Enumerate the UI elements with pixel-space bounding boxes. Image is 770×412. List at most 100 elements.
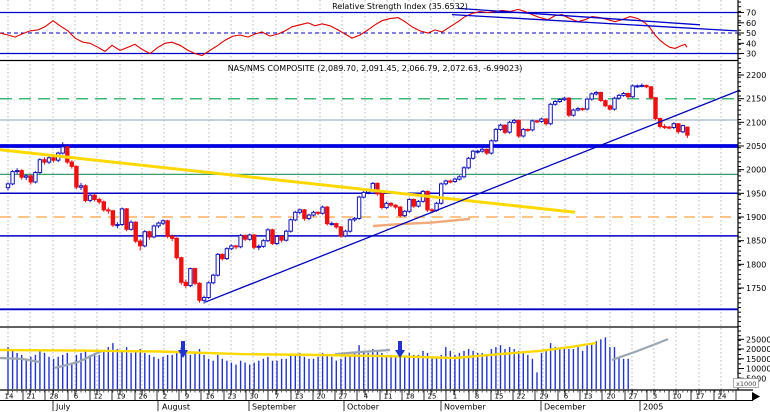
candle-body	[5, 183, 11, 189]
candle	[211, 273, 216, 285]
candle-body	[457, 176, 462, 180]
candle	[603, 99, 608, 108]
rsi-trendline	[457, 7, 701, 26]
candle	[133, 221, 138, 243]
candle-body	[265, 229, 271, 242]
candle-body	[603, 100, 608, 107]
candle	[28, 174, 34, 185]
candle-body	[589, 93, 594, 100]
candle-body	[165, 220, 170, 237]
candle	[521, 128, 526, 138]
candle	[375, 182, 380, 196]
candle-body	[87, 194, 93, 201]
candle-body	[347, 219, 353, 232]
date-label: 25	[428, 393, 437, 401]
candle-body	[612, 97, 617, 110]
rsi-trendline	[451, 13, 738, 32]
candle	[74, 165, 79, 190]
candle	[671, 122, 676, 129]
date-label: 28	[50, 393, 59, 401]
date-label: 18	[406, 393, 415, 401]
month-label: 2005	[643, 403, 663, 412]
candle-body	[361, 191, 366, 198]
candle	[128, 220, 134, 231]
yellow-downtrend	[0, 148, 576, 214]
candle	[443, 179, 449, 186]
candle	[97, 197, 102, 205]
date-label: 9	[185, 393, 189, 401]
date-label: 15	[495, 393, 504, 401]
candle	[206, 281, 211, 299]
candle-body	[502, 124, 508, 133]
candle	[138, 239, 143, 251]
candle	[489, 139, 494, 155]
candle-body	[548, 103, 553, 125]
volume-axis-label: 15000	[746, 355, 770, 364]
volume-axis-label: 20000	[746, 345, 770, 354]
candle-body	[320, 206, 325, 214]
price-axis-label: 2000	[746, 166, 766, 175]
candle	[5, 182, 11, 191]
price-panel: NAS/NMS COMPOSITE (2,089.70, 2,091.45, 2…	[0, 64, 741, 311]
candle-body	[270, 229, 275, 245]
candle-body	[539, 118, 544, 122]
candle-body	[128, 221, 134, 230]
candle	[274, 235, 280, 245]
candle	[229, 244, 234, 251]
candle	[151, 224, 157, 239]
candle-body	[653, 97, 658, 119]
candle	[553, 100, 558, 106]
candle	[425, 190, 430, 212]
candle-body	[160, 220, 166, 224]
rsi-axis-label: 70	[746, 9, 756, 18]
candle-body	[115, 224, 120, 227]
rsi-axis-label: 40	[746, 39, 756, 48]
candle-body	[338, 226, 344, 237]
candle-body	[480, 148, 485, 152]
candle-body	[97, 199, 102, 203]
candle	[667, 126, 672, 130]
date-label: 29	[540, 393, 549, 401]
candle	[398, 206, 403, 218]
candle	[247, 233, 252, 241]
candle-body	[662, 126, 667, 129]
candle	[338, 226, 344, 238]
candle	[220, 253, 225, 261]
candle-body	[635, 85, 640, 88]
date-label: 27	[339, 393, 348, 401]
candle-body	[197, 282, 202, 301]
candle	[439, 182, 444, 205]
candle-body	[356, 196, 362, 219]
candle-body	[142, 231, 148, 247]
date-label: 20	[317, 393, 326, 401]
candle-body	[630, 85, 635, 98]
candle-body	[667, 126, 672, 129]
candle	[78, 182, 84, 190]
month-label: December	[544, 403, 586, 412]
candle-body	[74, 165, 79, 188]
rsi-level-lines	[0, 11, 738, 55]
candle	[306, 213, 312, 221]
candle-body	[247, 234, 252, 240]
candle	[685, 126, 690, 138]
candle	[571, 108, 576, 117]
candle	[179, 256, 184, 285]
candle	[160, 219, 166, 225]
candle-body	[179, 257, 184, 283]
candle	[498, 123, 503, 131]
rsi-trendlines	[451, 7, 738, 32]
candle	[192, 267, 198, 286]
price-axis-label: 2200	[746, 71, 766, 80]
candle-body	[685, 126, 690, 136]
candle-body	[302, 209, 307, 219]
candle	[265, 228, 271, 243]
candle	[110, 209, 116, 227]
candle-body	[671, 123, 676, 128]
candle-body	[352, 217, 357, 221]
rsi-axis-label: 60	[746, 19, 756, 28]
candle	[502, 124, 508, 135]
candle-body	[621, 93, 626, 96]
candle	[252, 234, 257, 250]
date-label: 13	[584, 393, 593, 401]
rsi-axis-label: 30	[746, 50, 756, 59]
